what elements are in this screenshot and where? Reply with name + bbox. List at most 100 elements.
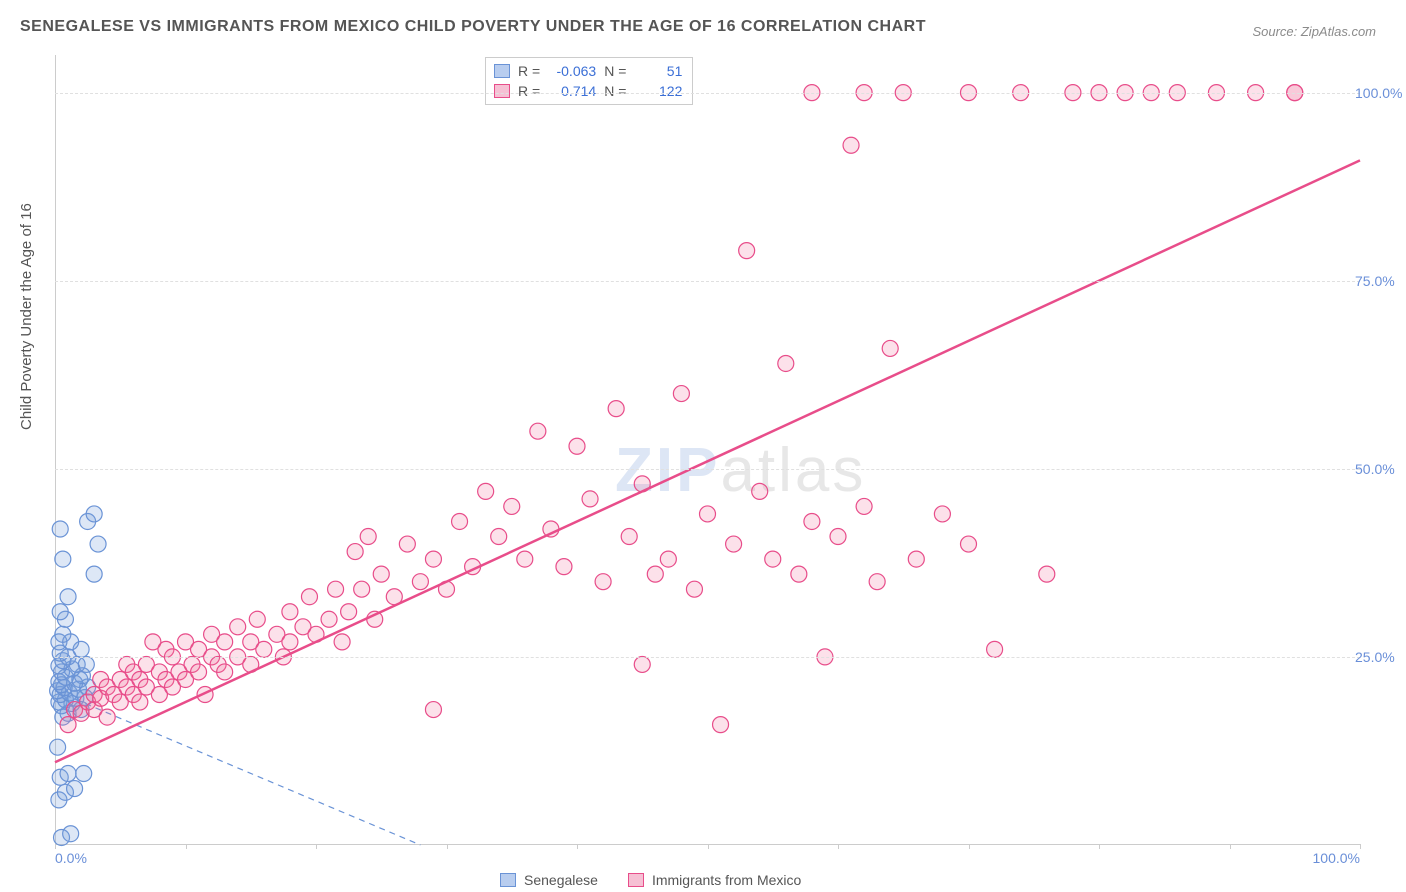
data-point: [830, 529, 846, 545]
data-point: [347, 544, 363, 560]
data-point: [713, 717, 729, 733]
x-tick: [186, 844, 187, 849]
data-point: [569, 438, 585, 454]
data-point: [399, 536, 415, 552]
chart-svg: [55, 55, 1360, 844]
data-point: [452, 513, 468, 529]
data-point: [217, 664, 233, 680]
data-point: [934, 506, 950, 522]
data-point: [334, 634, 350, 650]
data-point: [78, 656, 94, 672]
swatch-series-1: [494, 64, 510, 78]
n-value-1: 51: [634, 61, 682, 81]
data-point: [882, 340, 898, 356]
data-point: [647, 566, 663, 582]
plot-area: ZIPatlas R = -0.063 N = 51 R = 0.714 N =…: [55, 55, 1360, 845]
y-axis-label: Child Poverty Under the Age of 16: [18, 203, 35, 430]
data-point: [608, 401, 624, 417]
data-point: [191, 664, 207, 680]
data-point: [50, 739, 66, 755]
n-value-2: 122: [634, 81, 682, 101]
x-tick: [708, 844, 709, 849]
data-point: [67, 781, 83, 797]
x-tick: [838, 844, 839, 849]
bottom-legend: Senegalese Immigrants from Mexico: [500, 872, 801, 888]
data-point: [791, 566, 807, 582]
x-tick: [316, 844, 317, 849]
data-point: [752, 483, 768, 499]
data-point: [301, 589, 317, 605]
data-point: [86, 506, 102, 522]
data-point: [328, 581, 344, 597]
data-point: [739, 243, 755, 259]
data-point: [843, 137, 859, 153]
data-point: [530, 423, 546, 439]
data-point: [673, 386, 689, 402]
data-point: [660, 551, 676, 567]
data-point: [621, 529, 637, 545]
data-point: [556, 559, 572, 575]
x-tick: [447, 844, 448, 849]
data-point: [86, 566, 102, 582]
data-point: [60, 589, 76, 605]
x-tick: [969, 844, 970, 849]
data-point: [354, 581, 370, 597]
data-point: [908, 551, 924, 567]
data-point: [55, 551, 71, 567]
data-point: [360, 529, 376, 545]
r-label: R =: [518, 81, 540, 101]
legend-swatch-1: [500, 873, 516, 887]
gridline: [55, 657, 1360, 658]
data-point: [256, 641, 272, 657]
y-tick-label: 25.0%: [1355, 649, 1406, 665]
data-point: [517, 551, 533, 567]
data-point: [804, 513, 820, 529]
data-point: [765, 551, 781, 567]
x-tick: [577, 844, 578, 849]
legend-item-2: Immigrants from Mexico: [628, 872, 801, 888]
r-label: R =: [518, 61, 540, 81]
x-tick: [55, 844, 56, 849]
data-point: [425, 702, 441, 718]
gridline: [55, 93, 1360, 94]
data-point: [282, 634, 298, 650]
legend-item-1: Senegalese: [500, 872, 598, 888]
data-point: [987, 641, 1003, 657]
data-point: [341, 604, 357, 620]
data-point: [60, 717, 76, 733]
data-point: [373, 566, 389, 582]
y-tick-label: 50.0%: [1355, 461, 1406, 477]
data-point: [634, 656, 650, 672]
data-point: [869, 574, 885, 590]
data-point: [132, 694, 148, 710]
x-tick-label-right: 100.0%: [1313, 850, 1360, 866]
data-point: [686, 581, 702, 597]
data-point: [60, 766, 76, 782]
correlation-stats-box: R = -0.063 N = 51 R = 0.714 N = 122: [485, 57, 693, 105]
data-point: [778, 355, 794, 371]
r-value-1: -0.063: [548, 61, 596, 81]
y-tick-label: 100.0%: [1355, 85, 1406, 101]
gridline: [55, 469, 1360, 470]
chart-title: SENEGALESE VS IMMIGRANTS FROM MEXICO CHI…: [20, 18, 926, 36]
data-point: [856, 498, 872, 514]
stats-row-1: R = -0.063 N = 51: [494, 61, 682, 81]
n-label: N =: [604, 61, 626, 81]
data-point: [491, 529, 507, 545]
r-value-2: 0.714: [548, 81, 596, 101]
legend-label-2: Immigrants from Mexico: [652, 872, 801, 888]
data-point: [1039, 566, 1055, 582]
data-point: [321, 611, 337, 627]
data-point: [76, 766, 92, 782]
source-attribution: Source: ZipAtlas.com: [1252, 24, 1376, 39]
gridline: [55, 281, 1360, 282]
swatch-series-2: [494, 84, 510, 98]
data-point: [63, 826, 79, 842]
data-point: [425, 551, 441, 567]
data-point: [412, 574, 428, 590]
legend-swatch-2: [628, 873, 644, 887]
x-tick: [1099, 844, 1100, 849]
data-point: [504, 498, 520, 514]
stats-row-2: R = 0.714 N = 122: [494, 81, 682, 101]
data-point: [595, 574, 611, 590]
